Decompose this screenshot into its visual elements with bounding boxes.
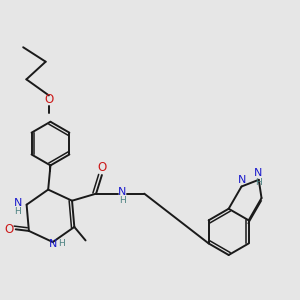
Text: N: N bbox=[118, 187, 127, 197]
Text: N: N bbox=[254, 168, 262, 178]
Text: N: N bbox=[238, 175, 246, 185]
Text: N: N bbox=[49, 239, 57, 249]
Text: H: H bbox=[119, 196, 126, 205]
Text: O: O bbox=[45, 93, 54, 106]
Text: N: N bbox=[14, 198, 22, 208]
Text: H: H bbox=[14, 207, 21, 216]
Text: H: H bbox=[255, 178, 262, 187]
Text: O: O bbox=[4, 223, 13, 236]
Text: H: H bbox=[58, 239, 65, 248]
Text: O: O bbox=[98, 161, 107, 175]
